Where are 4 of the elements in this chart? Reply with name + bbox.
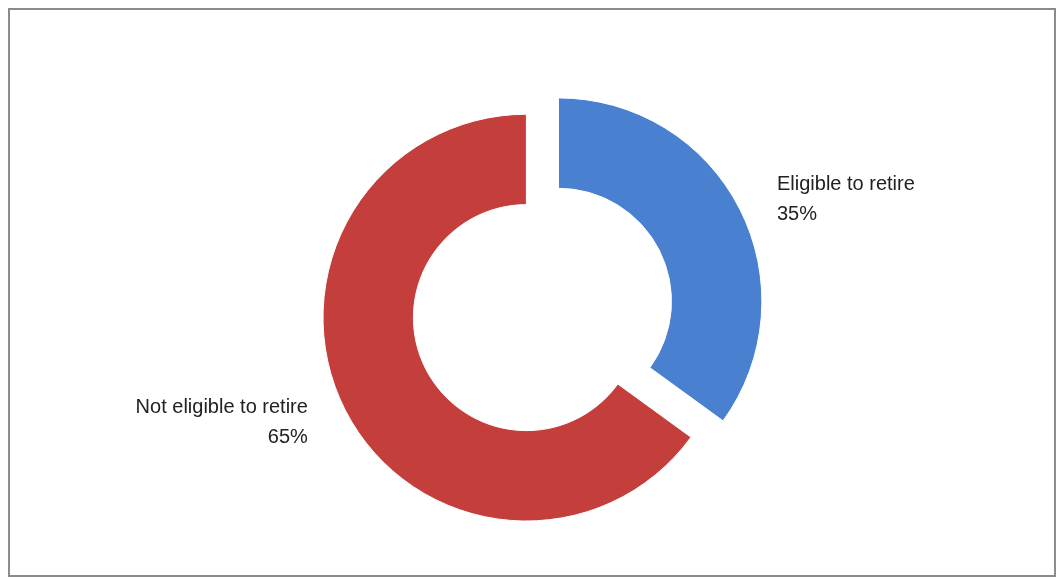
data-label: 65%	[267, 425, 309, 448]
slice-label: Not eligible to retire	[135, 395, 308, 418]
slice-label: Eligible to retire	[776, 171, 915, 194]
data-label: 35%	[776, 201, 818, 224]
